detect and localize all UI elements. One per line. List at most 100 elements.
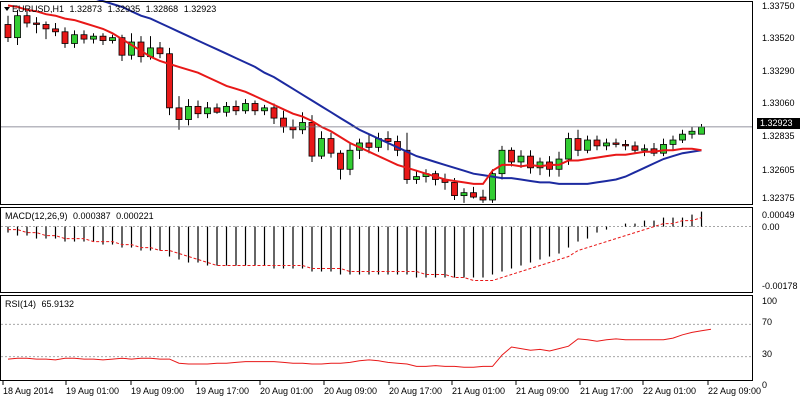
bull-candle: [242, 103, 249, 112]
bear-candle: [508, 149, 515, 163]
bull-candle: [128, 41, 135, 56]
rsi-label: RSI(14): [5, 299, 37, 309]
rsi-line: [7, 328, 712, 368]
bear-candle: [175, 107, 183, 120]
rsi-axis-tick-label: 30: [762, 349, 773, 359]
price-axis-tick-label: 1.32375: [762, 193, 795, 203]
rsi-axis-tick-label: 100: [762, 296, 778, 306]
time-axis-tick-label: 20 Aug 09:00: [324, 386, 378, 396]
bull-candle: [679, 133, 686, 141]
bear-candle: [166, 53, 173, 109]
bull-candle: [517, 155, 525, 163]
bull-candle: [489, 173, 496, 201]
time-axis-tick-label: 22 Aug 01:00: [643, 386, 697, 396]
bear-candle: [384, 138, 392, 142]
bull-candle: [565, 138, 572, 160]
symbol-dropdown-icon[interactable]: [4, 7, 10, 11]
bear-candle: [631, 145, 639, 151]
price-axis-tick-label: 1.33520: [762, 33, 795, 43]
bear-candle: [4, 24, 12, 39]
time-axis-tick-label: 21 Aug 17:00: [580, 386, 634, 396]
price-axis-tick-label: 1.33060: [762, 98, 795, 108]
fast-moving-average-line: [7, 4, 702, 185]
time-axis-tick-label: 20 Aug 17:00: [389, 386, 443, 396]
bear-candle: [365, 142, 373, 148]
symbol-label: EURUSD,H1: [12, 4, 65, 14]
bull-candle: [299, 122, 306, 131]
time-axis-tick-label: 18 Aug 2014: [3, 386, 54, 396]
time-axis-tick-label: 19 Aug 01:00: [66, 386, 120, 396]
bull-candle: [660, 144, 667, 154]
time-axis-tick-label: 19 Aug 17:00: [196, 386, 250, 396]
bull-candle: [223, 105, 230, 113]
price-axis-tick-label: 1.32835: [762, 131, 795, 141]
macd-header: MACD(12,26,9) 0.000387 0.000221: [5, 211, 154, 221]
bear-candle: [251, 103, 259, 112]
bear-candle: [327, 138, 335, 154]
bear-candle: [23, 15, 31, 24]
macd-label: MACD(12,26,9): [5, 211, 68, 221]
bull-candle: [698, 126, 705, 135]
price-header: EURUSD,H1 1.32873 1.32935 1.32868 1.3292…: [12, 4, 216, 14]
bear-candle: [52, 28, 59, 33]
bear-candle: [451, 182, 458, 197]
slow-moving-average-line: [96, 0, 702, 185]
macd-axis-tick-label: 0.00049: [762, 210, 795, 220]
macd-axis-tick-label: -0.00178: [762, 281, 798, 291]
price-axis-tick-label: 1.32605: [762, 165, 795, 175]
open-value: 1.32873: [69, 4, 103, 14]
bear-candle: [80, 34, 88, 40]
bull-candle: [584, 139, 591, 151]
bear-candle: [337, 152, 344, 170]
bear-candle: [61, 31, 69, 44]
bull-candle: [109, 37, 116, 41]
rsi-panel: [1, 323, 752, 368]
bull-candle: [641, 148, 648, 151]
bear-candle: [574, 138, 582, 151]
bear-candle: [403, 149, 411, 180]
time-axis-tick-label: 22 Aug 09:00: [708, 386, 762, 396]
price-axis-tick-label: 1.33750: [762, 1, 795, 11]
bear-candle: [308, 122, 316, 157]
bull-candle: [460, 192, 468, 197]
bull-candle: [603, 142, 610, 147]
macd-signal-line: [8, 217, 702, 281]
bull-candle: [71, 34, 78, 44]
bull-candle: [498, 149, 506, 175]
bull-candle: [185, 105, 192, 120]
current-price-tag: 1.32923: [757, 118, 800, 129]
bear-candle: [232, 105, 240, 112]
bear-candle: [280, 117, 287, 128]
panel-border-1: [0, 207, 753, 293]
macd-main-value: 0.000387: [73, 211, 111, 221]
rsi-axis-tick-label: 70: [762, 317, 773, 327]
price-axis-tick-label: 1.33290: [762, 66, 795, 76]
chart-axes: [0, 1, 753, 385]
bear-candle: [118, 37, 126, 56]
bear-candle: [194, 105, 202, 115]
bull-candle: [261, 107, 268, 112]
macd-axis-tick-label: 0.00: [762, 222, 780, 232]
bear-candle: [156, 47, 164, 55]
bear-candle: [470, 192, 477, 198]
bear-candle: [612, 142, 620, 145]
bear-candle: [289, 126, 297, 131]
panel-border-0: [0, 1, 753, 205]
rsi-axis-tick-label: 0: [762, 380, 768, 390]
time-axis-tick-label: 20 Aug 01:00: [260, 386, 314, 396]
bear-candle: [527, 155, 534, 169]
bear-candle: [622, 144, 629, 147]
bull-candle: [204, 107, 211, 115]
bear-candle: [33, 22, 40, 25]
price-panel: [1, 0, 752, 203]
high-value: 1.32935: [107, 4, 141, 14]
bull-candle: [413, 176, 420, 180]
bull-candle: [688, 130, 696, 135]
bear-candle: [213, 107, 221, 113]
low-value: 1.32868: [145, 4, 179, 14]
macd-signal-value: 0.000221: [116, 211, 154, 221]
rsi-header: RSI(14) 65.9132: [5, 299, 74, 309]
bull-candle: [346, 149, 354, 170]
bear-candle: [479, 196, 487, 201]
